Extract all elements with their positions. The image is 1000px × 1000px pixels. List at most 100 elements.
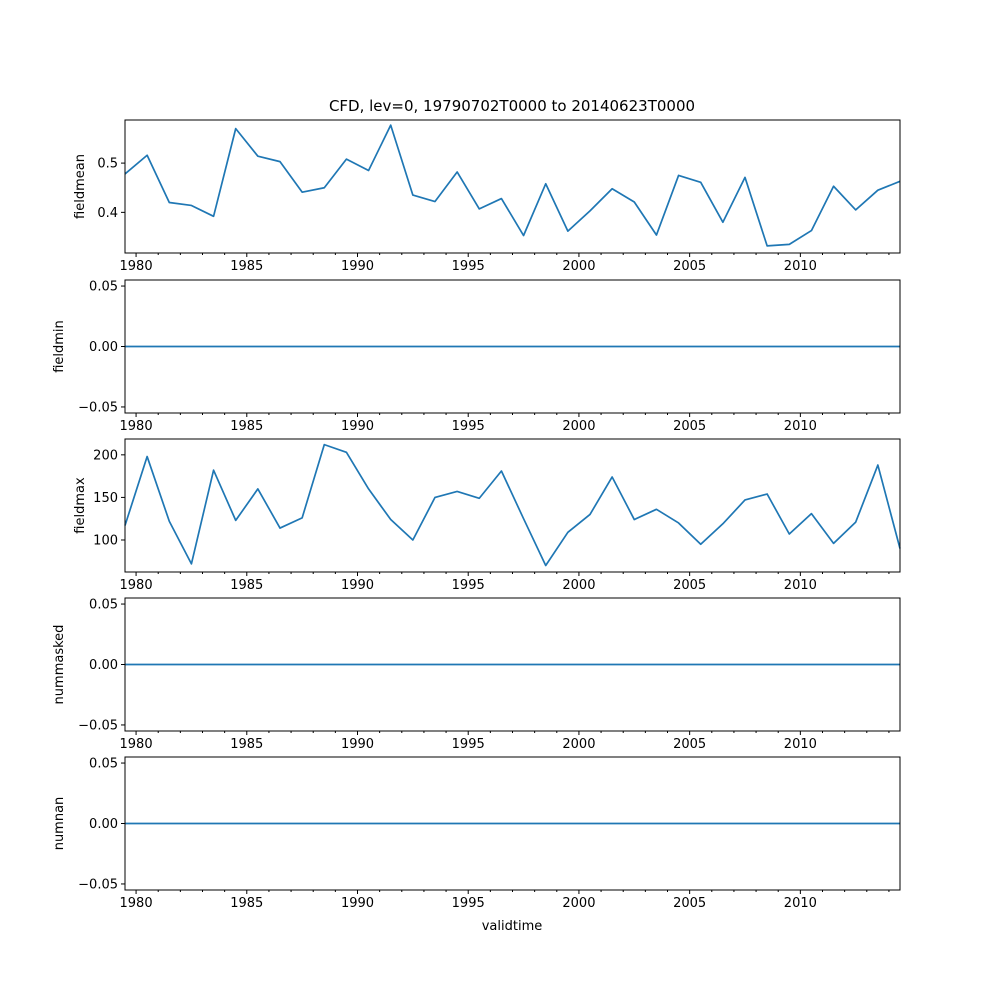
nummasked-point — [855, 663, 857, 665]
fieldmean-y-tick-label: 0.5 — [97, 157, 118, 172]
fieldmin-point — [832, 345, 834, 347]
fieldmax-y-tick-label: 200 — [93, 448, 118, 463]
fieldmin-point — [367, 345, 369, 347]
fieldmax-axes-frame — [124, 438, 901, 573]
nummasked-point — [633, 663, 635, 665]
nummasked-point — [257, 663, 259, 665]
fieldmax-point — [456, 490, 458, 492]
fieldmin-point — [500, 345, 502, 347]
numnan-point — [611, 822, 613, 824]
nummasked-point — [212, 663, 214, 665]
nummasked-x-tick-label: 1995 — [452, 737, 485, 752]
numnan-x-tick-label: 1980 — [120, 896, 153, 911]
fieldmin-y-tick-label: −0.05 — [78, 400, 118, 415]
fieldmax-point — [390, 518, 392, 520]
numnan-point — [412, 822, 414, 824]
nummasked-point — [345, 663, 347, 665]
fieldmean-point — [367, 169, 369, 171]
fieldmin-x-tick-label: 1985 — [230, 419, 263, 434]
fieldmean-point — [434, 200, 436, 202]
fieldmax-point — [700, 543, 702, 545]
fieldmean-series-line — [124, 124, 901, 247]
fieldmin-y-axis-label: fieldmin — [52, 320, 67, 373]
nummasked-y-axis-label: nummasked — [52, 625, 67, 705]
fieldmax-x-tick-label: 1995 — [452, 578, 485, 593]
numnan-point — [832, 822, 834, 824]
fieldmin-x-tick-label: 2000 — [562, 419, 595, 434]
fieldmax-point — [633, 518, 635, 520]
numnan-y-tick-label: 0.05 — [89, 757, 118, 772]
fieldmax-point — [279, 527, 281, 529]
nummasked-point — [478, 663, 480, 665]
fieldmax-point — [677, 522, 679, 524]
numnan-point — [810, 822, 812, 824]
numnan-point — [567, 822, 569, 824]
fieldmean-x-tick-label: 2000 — [562, 259, 595, 274]
nummasked-point — [877, 663, 879, 665]
fieldmean-point — [766, 245, 768, 247]
fieldmean-point — [722, 221, 724, 223]
fieldmin-y-tick-label: 0.00 — [89, 340, 118, 355]
subplot-stack: 1980 1985 1990 1995 2000 2005 2010 0.4 0.5 fieldm… — [52, 119, 901, 911]
fieldmean-point — [589, 210, 591, 212]
nummasked-point — [456, 663, 458, 665]
fieldmean-point — [190, 204, 192, 206]
fieldmin-point — [744, 345, 746, 347]
numnan-point — [279, 822, 281, 824]
fieldmean-y-tick-label: 0.4 — [97, 206, 118, 221]
fieldmin-point — [235, 345, 237, 347]
fieldmax-point — [855, 521, 857, 523]
nummasked-point — [744, 663, 746, 665]
numnan-point — [722, 822, 724, 824]
numnan-point — [235, 822, 237, 824]
fieldmean-point — [146, 154, 148, 156]
fieldmax-x-tick-label: 1980 — [120, 578, 153, 593]
fieldmean-point — [700, 181, 702, 183]
subplot-fieldmean: 1980 1985 1990 1995 2000 2005 2010 0.4 0.5 fieldm… — [73, 119, 901, 274]
numnan-y-tick-label: 0.00 — [89, 817, 118, 832]
fieldmax-x-tick-label: 2000 — [562, 578, 595, 593]
fieldmax-point — [367, 488, 369, 490]
nummasked-point — [700, 663, 702, 665]
fieldmax-point — [190, 563, 192, 565]
fieldmean-point — [855, 209, 857, 211]
fieldmean-point — [212, 215, 214, 217]
fieldmin-point — [589, 345, 591, 347]
numnan-point — [589, 822, 591, 824]
fieldmax-x-tick-label: 2005 — [673, 578, 706, 593]
fieldmax-point — [766, 493, 768, 495]
numnan-point — [655, 822, 657, 824]
fieldmax-point — [611, 476, 613, 478]
fieldmin-point — [257, 345, 259, 347]
fieldmax-point — [412, 539, 414, 541]
numnan-point — [744, 822, 746, 824]
fieldmin-point — [434, 345, 436, 347]
fieldmean-point — [456, 171, 458, 173]
fieldmin-point — [567, 345, 569, 347]
nummasked-y-tick-label: 0.05 — [89, 598, 118, 613]
fieldmin-point — [677, 345, 679, 347]
fieldmean-point — [832, 185, 834, 187]
fieldmean-point — [611, 188, 613, 190]
fieldmin-point — [345, 345, 347, 347]
fieldmax-point — [522, 518, 524, 520]
nummasked-point — [832, 663, 834, 665]
numnan-x-tick-label: 1990 — [341, 896, 374, 911]
fieldmax-point — [168, 520, 170, 522]
numnan-y-axis-label: numnan — [52, 797, 67, 851]
numnan-point — [500, 822, 502, 824]
subplot-nummasked: 1980 1985 1990 1995 2000 2005 2010 −0.05 0.00 0.0… — [52, 597, 901, 752]
nummasked-x-tick-label: 1980 — [120, 737, 153, 752]
nummasked-x-tick-label: 2000 — [562, 737, 595, 752]
numnan-point — [522, 822, 524, 824]
nummasked-point — [788, 663, 790, 665]
subplot-fieldmin: 1980 1985 1990 1995 2000 2005 2010 −0.05 0.00 0.0… — [52, 279, 901, 434]
fieldmean-point — [412, 194, 414, 196]
fieldmax-point — [744, 499, 746, 501]
nummasked-point — [146, 663, 148, 665]
numnan-y-tick-label: −0.05 — [78, 877, 118, 892]
fieldmax-point — [146, 455, 148, 457]
numnan-point — [257, 822, 259, 824]
fieldmean-point — [877, 189, 879, 191]
fieldmean-x-tick-label: 1990 — [341, 259, 374, 274]
